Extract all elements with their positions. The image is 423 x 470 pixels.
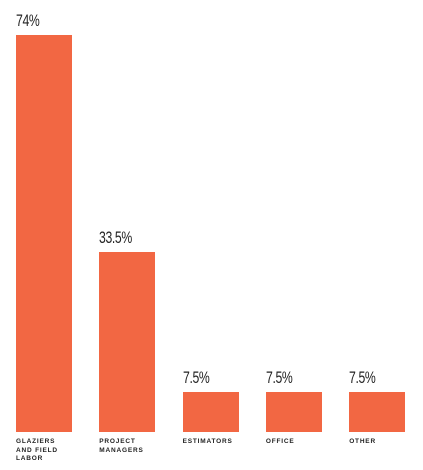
bar [182, 391, 239, 432]
value-label: 33.5% [99, 228, 133, 248]
bar [265, 391, 322, 432]
bar [349, 391, 406, 432]
x-tick-label: PROJECT MANAGERS [99, 438, 144, 454]
x-tick-label: OFFICE [265, 438, 295, 445]
x-tick-label: GLAZIERS AND FIELD LABOR [16, 438, 58, 462]
value-label: 74% [16, 11, 40, 30]
bar [99, 252, 156, 432]
value-label: 7.5% [182, 367, 210, 387]
x-tick-label: ESTIMATORS [182, 438, 233, 445]
value-label: 7.5% [265, 367, 293, 387]
bar [16, 35, 72, 432]
value-label: 7.5% [349, 367, 376, 387]
x-tick-label: OTHER [349, 438, 376, 445]
